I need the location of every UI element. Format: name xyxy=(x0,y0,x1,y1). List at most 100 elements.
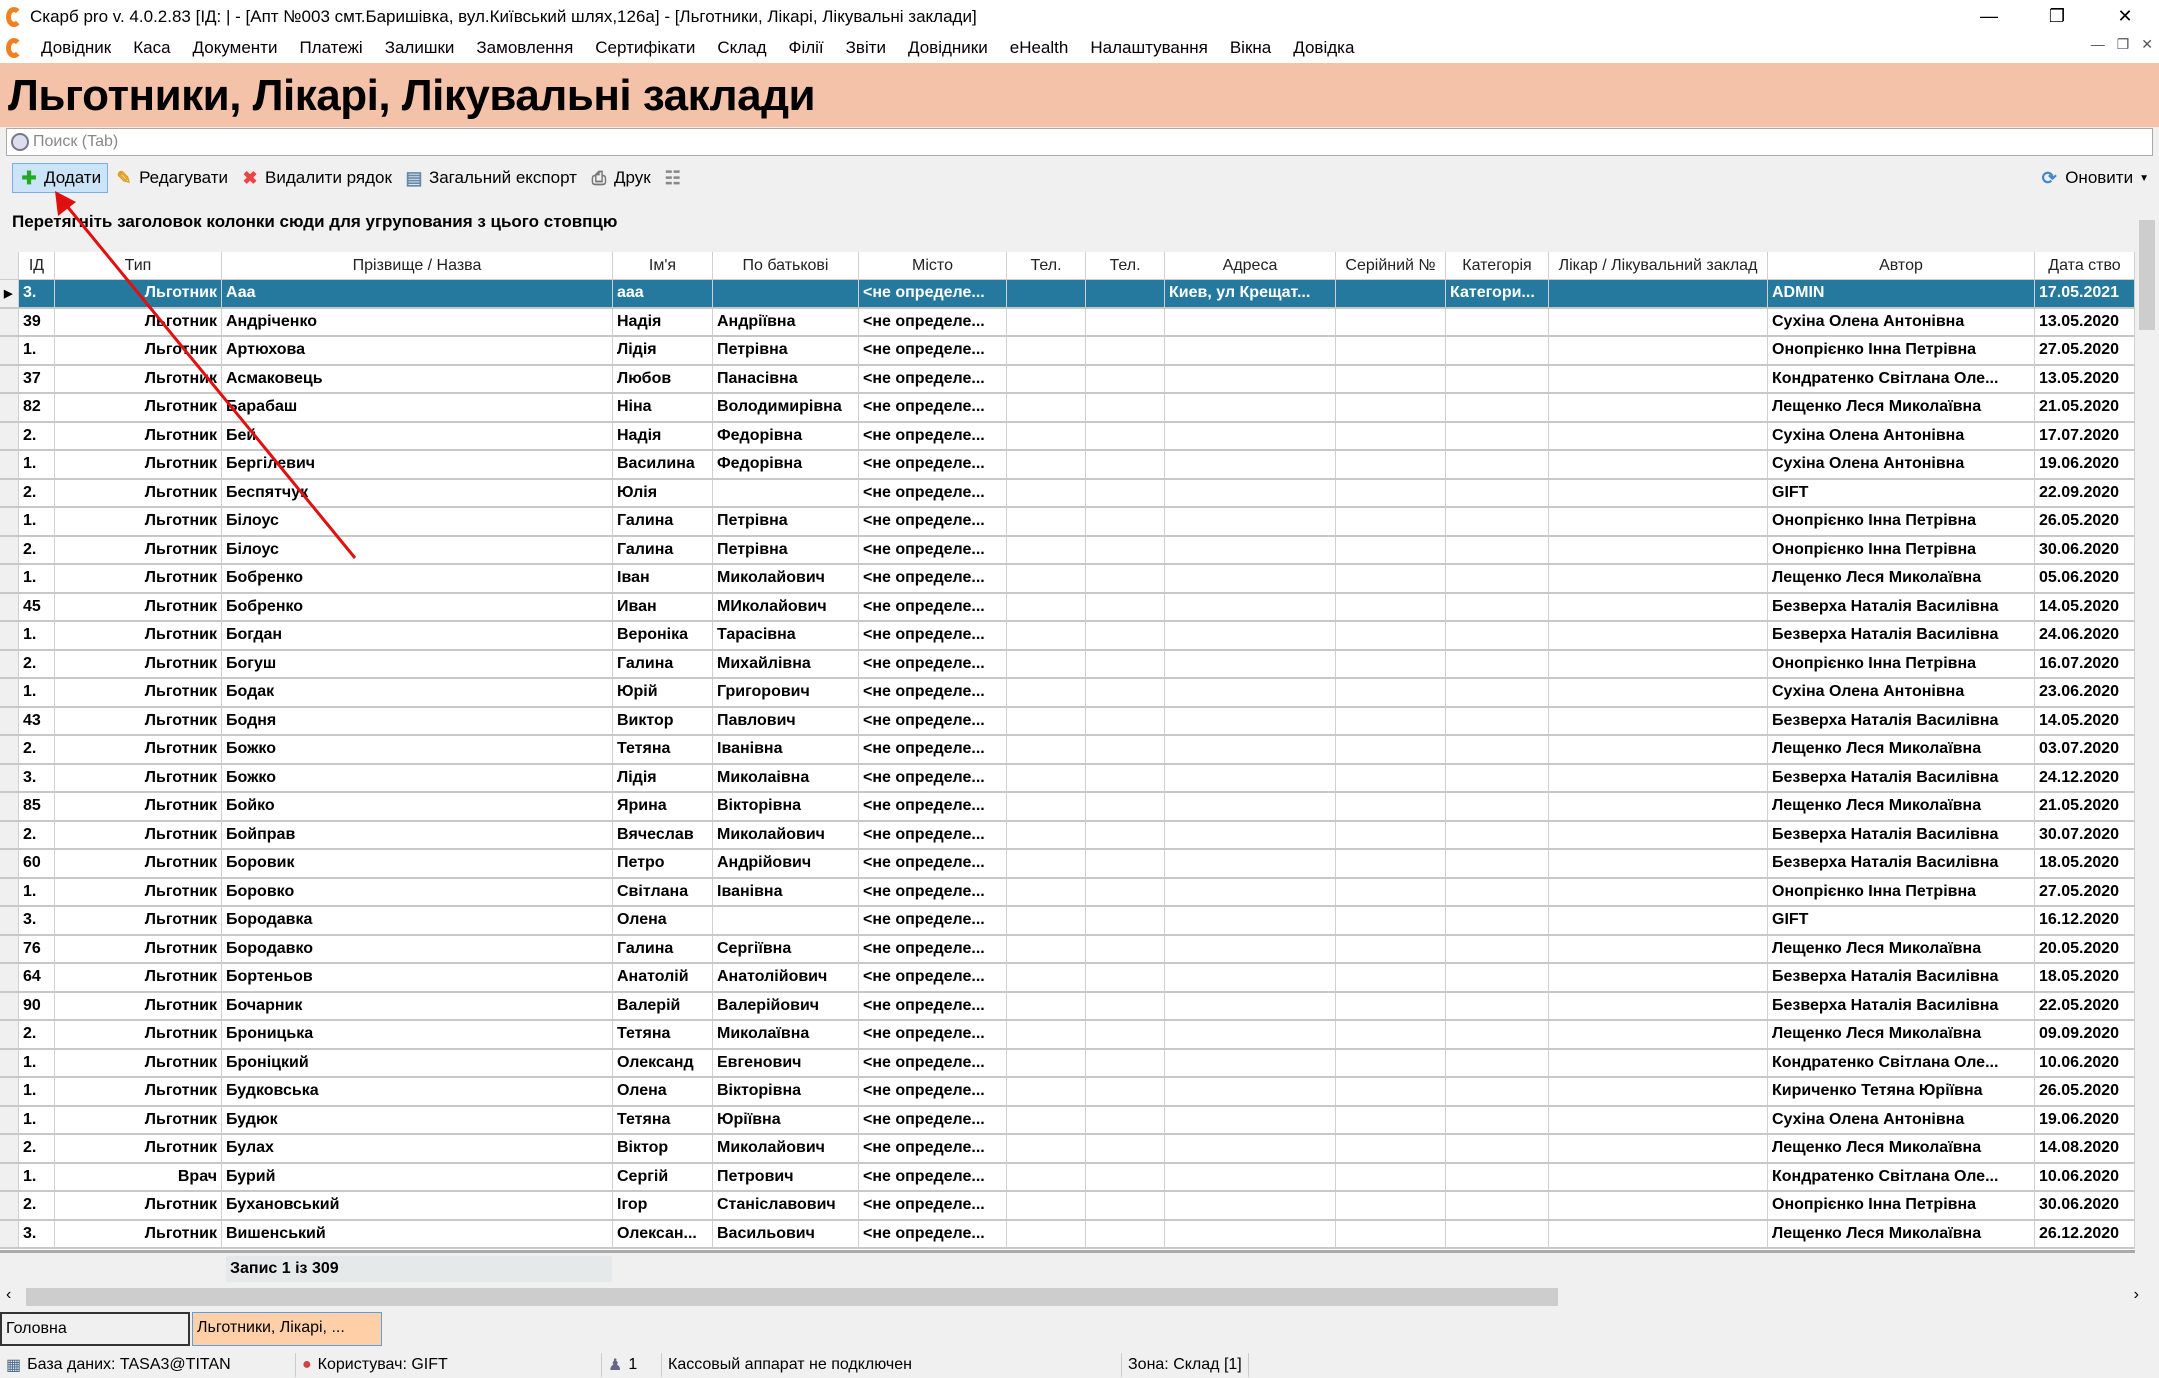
columns-button[interactable]: ☷ xyxy=(657,163,689,193)
menu-item[interactable]: Каса xyxy=(133,38,171,57)
table-row[interactable]: 45 Льготник Бобренко Иван МИколайович <не опр… xyxy=(0,593,2135,622)
row-indicator[interactable] xyxy=(0,593,19,620)
row-indicator[interactable] xyxy=(0,565,19,592)
table-row[interactable]: 90 Льготник Бочарник Валерій Валерійович <не … xyxy=(0,992,2135,1021)
row-indicator[interactable] xyxy=(0,679,19,706)
table-row[interactable]: 2. Льготник Бухановський Ігор Станіславович <… xyxy=(0,1192,2135,1221)
close-button[interactable]: ✕ xyxy=(2117,6,2133,26)
row-indicator[interactable] xyxy=(0,536,19,563)
row-indicator[interactable] xyxy=(0,252,19,279)
row-indicator[interactable] xyxy=(0,308,19,335)
row-indicator[interactable] xyxy=(0,1192,19,1219)
add-button[interactable]: ✚ Додати xyxy=(12,163,109,193)
table-row[interactable]: 60 Льготник Боровик Петро Андрійович <не опре… xyxy=(0,850,2135,879)
refresh-button[interactable]: ⟳ Оновити ▼ xyxy=(2039,160,2149,196)
column-header-surname[interactable]: Прізвище / Назва xyxy=(222,252,613,279)
row-indicator[interactable] xyxy=(0,1106,19,1133)
column-header-first-name[interactable]: Ім'я xyxy=(613,252,713,279)
row-indicator[interactable] xyxy=(0,793,19,820)
dropdown-icon[interactable]: ▼ xyxy=(2139,172,2149,184)
column-header-author[interactable]: Автор xyxy=(1768,252,2035,279)
table-row[interactable]: 1. Льготник Боровко Світлана Іванівна <не опр… xyxy=(0,878,2135,907)
table-row[interactable]: ▶ 3. Льготник Ааа ааа <не определе... Киев, ул… xyxy=(0,280,2135,309)
menu-item[interactable]: Довідники xyxy=(908,38,988,57)
row-indicator[interactable] xyxy=(0,622,19,649)
menu-item[interactable]: Філії xyxy=(788,38,824,57)
row-indicator[interactable] xyxy=(0,907,19,934)
table-row[interactable]: 64 Льготник Бортеньов Анатолій Анатолійович <… xyxy=(0,964,2135,993)
row-indicator[interactable] xyxy=(0,1049,19,1076)
column-header-city[interactable]: Місто xyxy=(859,252,1007,279)
app-menu-icon[interactable] xyxy=(6,38,22,58)
menu-item[interactable]: Документи xyxy=(192,38,278,57)
table-row[interactable]: 82 Льготник Барабаш Ніна Володимирівна <не оп… xyxy=(0,394,2135,423)
table-row[interactable]: 37 Льготник Асмаковець Любов Панасівна <не оп… xyxy=(0,365,2135,394)
menu-item[interactable]: Сертифікати xyxy=(595,38,696,57)
column-header-created-date[interactable]: Дата ство xyxy=(2035,252,2135,279)
table-row[interactable]: 2. Льготник Білоус Галина Петрівна <не опреде… xyxy=(0,536,2135,565)
table-row[interactable]: 1. Льготник Бобренко Іван Миколайович <не опр… xyxy=(0,565,2135,594)
minimize-button[interactable]: — xyxy=(1980,6,1998,26)
menu-item[interactable]: Залишки xyxy=(384,38,455,57)
scroll-thumb[interactable] xyxy=(2139,220,2155,330)
table-row[interactable]: 3. Льготник Вишенський Олексан... Васильович… xyxy=(0,1220,2135,1249)
row-indicator[interactable] xyxy=(0,451,19,478)
table-row[interactable]: 1. Льготник Будковська Олена Вікторівна <не о… xyxy=(0,1078,2135,1107)
column-header-phone1[interactable]: Тел. xyxy=(1007,252,1086,279)
table-row[interactable]: 2. Льготник Бойправ Вячеслав Миколайович <не … xyxy=(0,821,2135,850)
tab-home[interactable]: Головна xyxy=(0,1312,190,1346)
row-indicator[interactable] xyxy=(0,394,19,421)
table-row[interactable]: 3. Льготник Бородавка Олена <не определе... G… xyxy=(0,907,2135,936)
print-button[interactable]: ⎙ Друк xyxy=(583,163,657,193)
menu-item[interactable]: eHealth xyxy=(1009,38,1069,57)
row-indicator[interactable]: ▶ xyxy=(0,280,19,307)
table-row[interactable]: 1. Льготник Бергілевич Василина Федорівна <не… xyxy=(0,451,2135,480)
menu-item[interactable]: Платежі xyxy=(299,38,363,57)
maximize-button[interactable]: ❐ xyxy=(2048,6,2066,26)
table-row[interactable]: 2. Льготник Булах Віктор Миколайович <не опре… xyxy=(0,1135,2135,1164)
mdi-minimize-icon[interactable]: — xyxy=(2090,36,2105,52)
menu-item[interactable]: Налаштування xyxy=(1090,38,1208,57)
table-row[interactable]: 43 Льготник Бодня Виктор Павлович <не определ… xyxy=(0,707,2135,736)
table-row[interactable]: 76 Льготник Бородавко Галина Сергіївна <не оп… xyxy=(0,935,2135,964)
scroll-left-icon[interactable]: ‹ xyxy=(6,1286,12,1303)
row-indicator[interactable] xyxy=(0,935,19,962)
export-button[interactable]: ▤ Загальний експорт xyxy=(398,163,583,193)
menu-item[interactable]: Склад xyxy=(717,38,767,57)
column-header-patronymic[interactable]: По батькові xyxy=(713,252,859,279)
row-indicator[interactable] xyxy=(0,850,19,877)
search-input[interactable]: Поиск (Tab) xyxy=(6,128,2153,156)
table-row[interactable]: 3. Льготник Божко Лідія Миколаівна <не опреде… xyxy=(0,764,2135,793)
menu-item[interactable]: Довідник xyxy=(41,38,112,57)
row-indicator[interactable] xyxy=(0,1021,19,1048)
table-row[interactable]: 39 Льготник Андріченко Надія Андріївна <не оп… xyxy=(0,308,2135,337)
menu-item[interactable]: Довідка xyxy=(1293,38,1355,57)
table-row[interactable]: 2. Льготник Беспятчук Юлія <не определе... GI… xyxy=(0,479,2135,508)
table-row[interactable]: 2. Льготник Бей Надія Федорівна <не определе.… xyxy=(0,422,2135,451)
mdi-restore-icon[interactable]: ❐ xyxy=(2116,36,2130,52)
table-row[interactable]: 85 Льготник Бойко Ярина Вікторівна <не опреде… xyxy=(0,793,2135,822)
column-header-id[interactable]: ІД xyxy=(19,252,55,279)
table-row[interactable]: 2. Льготник Богуш Галина Михайлівна <не опред… xyxy=(0,650,2135,679)
column-header-type[interactable]: Тип xyxy=(55,252,222,279)
edit-button[interactable]: ✎ Редагувати xyxy=(108,163,234,193)
row-indicator[interactable] xyxy=(0,508,19,535)
table-row[interactable]: 1. Льготник Артюхова Лідія Петрівна <не опред… xyxy=(0,337,2135,366)
table-row[interactable]: 1. Врач Бурий Сергій Петрович <не определе...… xyxy=(0,1163,2135,1192)
menu-item[interactable]: Замовлення xyxy=(476,38,574,57)
column-header-phone2[interactable]: Тел. xyxy=(1086,252,1165,279)
row-indicator[interactable] xyxy=(0,365,19,392)
row-indicator[interactable] xyxy=(0,878,19,905)
table-row[interactable]: 1. Льготник Броніцкий Олександ Евгенович <не … xyxy=(0,1049,2135,1078)
vertical-scrollbar[interactable] xyxy=(2135,196,2159,1280)
menu-item[interactable]: Вікна xyxy=(1229,38,1272,57)
table-row[interactable]: 1. Льготник Бодак Юрій Григорович <не определ… xyxy=(0,679,2135,708)
horizontal-scrollbar[interactable]: ‹ › xyxy=(0,1285,2159,1309)
row-indicator[interactable] xyxy=(0,650,19,677)
group-by-hint[interactable]: Перетягніть заголовок колонки сюди для у… xyxy=(12,212,618,231)
row-indicator[interactable] xyxy=(0,764,19,791)
row-indicator[interactable] xyxy=(0,707,19,734)
table-row[interactable]: 1. Льготник Білоус Галина Петрівна <не опреде… xyxy=(0,508,2135,537)
hscroll-thumb[interactable] xyxy=(26,1288,1558,1306)
table-row[interactable]: 2. Льготник Божко Тетяна Іванівна <не определ… xyxy=(0,736,2135,765)
